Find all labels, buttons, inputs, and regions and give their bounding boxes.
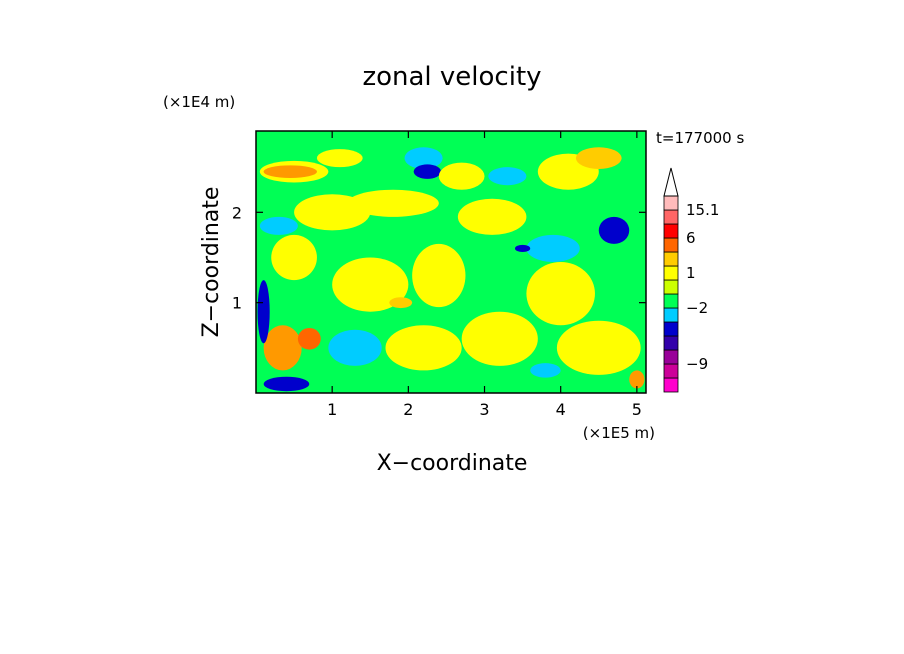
y-tick-label: 1: [232, 294, 242, 313]
colorbar-label: 15.1: [686, 201, 719, 219]
field-patch: [598, 216, 630, 244]
colorbar: 15.1 6 1 −2 −9: [663, 167, 719, 393]
colorbar-swatch: [663, 349, 679, 365]
field-patch: [259, 216, 298, 235]
field-patch: [514, 244, 531, 253]
colorbar-swatch: [663, 237, 679, 253]
colorbar-swatch: [663, 265, 679, 281]
colorbar-swatch: [663, 195, 679, 211]
x-tick-label: 4: [556, 400, 566, 419]
field-patch: [328, 329, 382, 366]
y-tick-label: 2: [232, 203, 242, 222]
field-patch: [347, 189, 439, 217]
velocity-field: [256, 131, 646, 393]
field-patch: [316, 149, 363, 168]
plot-frame: [255, 130, 647, 394]
field-patch: [385, 325, 462, 371]
field-patch: [263, 376, 310, 392]
colorbar-swatch: [663, 209, 679, 225]
colorbar-swatch: [663, 293, 679, 309]
colorbar-extend-arrow: [663, 167, 679, 197]
x-axis-label: X−coordinate: [377, 451, 528, 476]
y-axis-ticks: 12: [232, 203, 646, 313]
field-patch: [457, 198, 527, 235]
colorbar-label: 1: [686, 264, 696, 282]
y-unit-label: (×1E4 m): [163, 93, 235, 111]
colorbar-swatch: [663, 223, 679, 239]
x-tick-label: 3: [479, 400, 489, 419]
field-patch: [526, 262, 595, 326]
chart-title: zonal velocity: [362, 62, 541, 92]
colorbar-swatch: [663, 377, 679, 393]
field-patch: [332, 257, 409, 312]
field-patch: [297, 327, 321, 350]
x-tick-label: 2: [403, 400, 413, 419]
field-patch: [461, 311, 538, 366]
colorbar-swatch: [663, 335, 679, 351]
colorbar-swatch: [663, 279, 679, 295]
colorbar-label: −9: [686, 355, 708, 373]
field-patch: [530, 363, 561, 378]
time-label: t=177000 s: [656, 129, 744, 147]
colorbar-label: −2: [686, 299, 708, 317]
field-patch: [294, 194, 371, 231]
field-patch: [263, 165, 317, 178]
colorbar-swatch: [663, 321, 679, 337]
colorbar-swatch: [663, 363, 679, 379]
field-patch: [556, 320, 641, 375]
colorbar-swatch: [663, 251, 679, 267]
field-patch: [575, 147, 622, 169]
field-patch: [438, 162, 485, 190]
colorbar-label: 6: [686, 229, 696, 247]
field-patch: [257, 280, 270, 344]
field-patch: [412, 243, 466, 308]
x-unit-label: (×1E5 m): [583, 424, 655, 442]
x-tick-label: 5: [632, 400, 642, 419]
x-axis-ticks: 1 2 3 4 5: [327, 131, 642, 419]
field-patch: [404, 147, 443, 169]
field-patch: [629, 370, 645, 389]
field-patch: [488, 167, 527, 186]
field-patch: [389, 297, 413, 309]
colorbar-swatch: [663, 307, 679, 323]
field-patch: [263, 325, 302, 371]
field-patch: [271, 234, 317, 281]
x-tick-label: 1: [327, 400, 337, 419]
field-patch: [413, 164, 442, 179]
field-patch: [526, 234, 580, 262]
y-axis-label: Z−coordinate: [199, 187, 224, 338]
